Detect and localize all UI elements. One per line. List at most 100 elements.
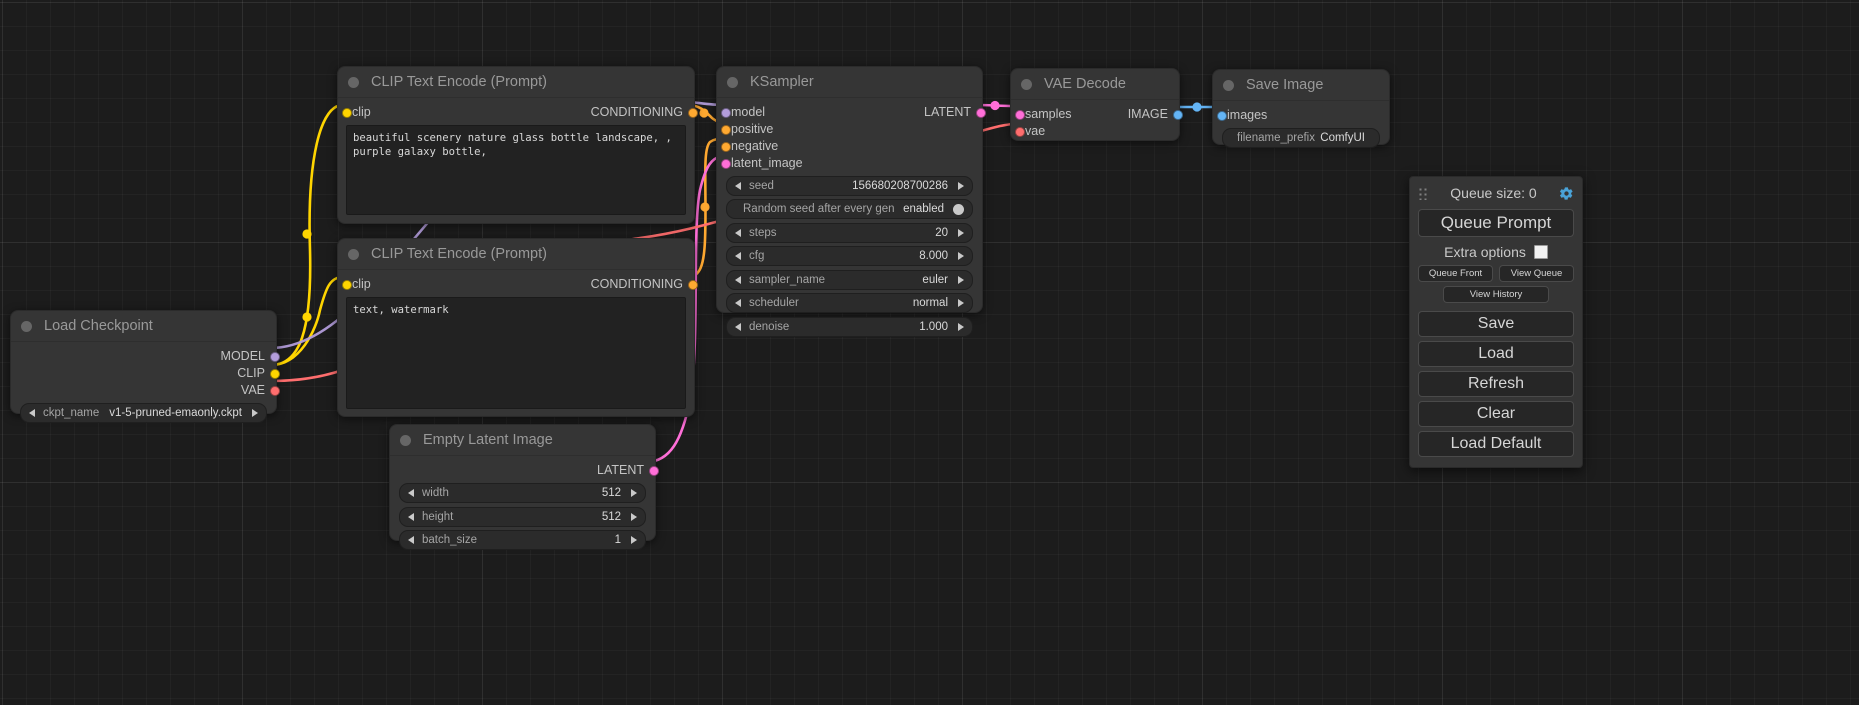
slot-samples-input[interactable]: samples IMAGE xyxy=(1011,106,1183,123)
decrement-arrow-icon[interactable] xyxy=(408,536,414,544)
port-samples-input[interactable] xyxy=(1015,110,1025,120)
load-button[interactable]: Load xyxy=(1418,341,1574,367)
widget-batch-size[interactable]: batch_size 1 xyxy=(399,530,646,550)
increment-arrow-icon[interactable] xyxy=(958,275,964,284)
refresh-button[interactable]: Refresh xyxy=(1418,371,1574,397)
save-button[interactable]: Save xyxy=(1418,311,1574,337)
port-clip-input[interactable] xyxy=(342,280,352,290)
view-history-button[interactable]: View History xyxy=(1443,286,1549,303)
slot-latent-output[interactable]: LATENT xyxy=(390,462,659,479)
port-latent-output[interactable] xyxy=(649,466,659,476)
slot-clip-output[interactable]: CLIP xyxy=(11,365,280,382)
widget-denoise[interactable]: denoise 1.000 xyxy=(726,316,973,337)
extra-options-row[interactable]: Extra options xyxy=(1418,244,1574,260)
node-title-bar[interactable]: Save Image xyxy=(1213,70,1389,101)
collapse-dot-icon[interactable] xyxy=(727,76,738,88)
widget-seed[interactable]: seed 156680208700286 xyxy=(726,175,973,196)
increment-arrow-icon[interactable] xyxy=(958,252,964,260)
port-image-output[interactable] xyxy=(1173,110,1183,120)
collapse-dot-icon[interactable] xyxy=(1223,79,1234,91)
decrement-arrow-icon[interactable] xyxy=(735,228,741,237)
menu-header[interactable]: Queue size: 0 xyxy=(1418,183,1574,203)
slot-clip-input[interactable]: clip CONDITIONING xyxy=(338,276,698,293)
queue-front-button[interactable]: Queue Front xyxy=(1418,265,1493,282)
port-negative-input[interactable] xyxy=(721,142,731,152)
port-conditioning-output[interactable] xyxy=(688,280,698,290)
decrement-arrow-icon[interactable] xyxy=(735,299,741,307)
widget-random-seed-toggle[interactable]: Random seed after every gen enabled xyxy=(726,199,973,219)
collapse-dot-icon[interactable] xyxy=(348,76,359,88)
widget-cfg[interactable]: cfg 8.000 xyxy=(726,246,973,266)
increment-arrow-icon[interactable] xyxy=(958,299,964,307)
port-positive-input[interactable] xyxy=(721,125,731,135)
clear-button[interactable]: Clear xyxy=(1418,401,1574,427)
widget-sampler-name[interactable]: sampler_name euler xyxy=(726,269,973,290)
node-load-checkpoint[interactable]: Load Checkpoint MODEL CLIP VAE ckpt_name… xyxy=(10,310,280,423)
slot-clip-input[interactable]: clip CONDITIONING xyxy=(338,104,698,121)
decrement-arrow-icon[interactable] xyxy=(408,512,414,521)
toggle-knob-icon[interactable] xyxy=(953,203,964,215)
port-model-output[interactable] xyxy=(270,352,280,362)
widget-steps[interactable]: steps 20 xyxy=(726,222,973,243)
queue-prompt-button[interactable]: Queue Prompt xyxy=(1418,209,1574,237)
node-save-image[interactable]: Save Image images filename_prefix ComfyU… xyxy=(1212,69,1390,148)
port-clip-input[interactable] xyxy=(342,108,352,118)
collapse-dot-icon[interactable] xyxy=(400,434,411,446)
node-title-bar[interactable]: VAE Decode xyxy=(1011,69,1179,100)
gear-icon[interactable] xyxy=(1559,186,1574,201)
node-title-bar[interactable]: CLIP Text Encode (Prompt) xyxy=(338,239,694,270)
decrement-arrow-icon[interactable] xyxy=(408,489,414,497)
node-ksampler[interactable]: KSampler model LATENT positive negative … xyxy=(716,66,986,337)
slot-positive-input[interactable]: positive xyxy=(717,121,982,138)
load-default-button[interactable]: Load Default xyxy=(1418,431,1574,457)
collapse-dot-icon[interactable] xyxy=(1021,78,1032,90)
prompt-textarea-negative[interactable]: text, watermark xyxy=(346,297,686,409)
drag-handle-icon[interactable] xyxy=(1418,186,1428,200)
node-title-bar[interactable]: KSampler xyxy=(717,67,982,98)
collapse-dot-icon[interactable] xyxy=(348,248,359,260)
port-vae-output[interactable] xyxy=(270,386,280,396)
slot-images-input[interactable]: images xyxy=(1213,107,1389,124)
increment-arrow-icon[interactable] xyxy=(958,228,964,237)
port-conditioning-output[interactable] xyxy=(688,108,698,118)
decrement-arrow-icon[interactable] xyxy=(735,275,741,284)
collapse-dot-icon[interactable] xyxy=(21,320,32,332)
node-title-bar[interactable]: Empty Latent Image xyxy=(390,425,655,456)
node-clip-text-encode-positive[interactable]: CLIP Text Encode (Prompt) clip CONDITION… xyxy=(337,66,698,224)
decrement-arrow-icon[interactable] xyxy=(735,322,741,331)
port-latent-image-input[interactable] xyxy=(721,159,731,169)
slot-negative-input[interactable]: negative xyxy=(717,138,982,155)
port-images-input[interactable] xyxy=(1217,111,1227,121)
increment-arrow-icon[interactable] xyxy=(631,536,637,544)
node-vae-decode[interactable]: VAE Decode samples IMAGE vae xyxy=(1010,68,1183,141)
widget-width[interactable]: width 512 xyxy=(399,483,646,503)
slot-vae-input[interactable]: vae xyxy=(1011,123,1179,140)
port-latent-output[interactable] xyxy=(976,108,986,118)
increment-arrow-icon[interactable] xyxy=(252,409,258,417)
view-queue-button[interactable]: View Queue xyxy=(1499,265,1574,282)
widget-scheduler[interactable]: scheduler normal xyxy=(726,293,973,313)
node-clip-text-encode-negative[interactable]: CLIP Text Encode (Prompt) clip CONDITION… xyxy=(337,238,698,417)
increment-arrow-icon[interactable] xyxy=(631,512,637,521)
widget-height[interactable]: height 512 xyxy=(399,506,646,527)
increment-arrow-icon[interactable] xyxy=(958,322,964,331)
extra-options-checkbox[interactable] xyxy=(1533,245,1548,259)
slot-model-output[interactable]: MODEL xyxy=(11,348,280,365)
slot-model-input[interactable]: model LATENT xyxy=(717,104,986,121)
decrement-arrow-icon[interactable] xyxy=(735,181,741,190)
comfy-menu-panel[interactable]: Queue size: 0 Queue Prompt Extra options… xyxy=(1409,176,1583,468)
decrement-arrow-icon[interactable] xyxy=(735,252,741,260)
widget-filename-prefix[interactable]: filename_prefix ComfyUI xyxy=(1222,127,1380,148)
node-empty-latent-image[interactable]: Empty Latent Image LATENT width 512 heig… xyxy=(389,424,659,550)
node-title-bar[interactable]: CLIP Text Encode (Prompt) xyxy=(338,67,694,98)
increment-arrow-icon[interactable] xyxy=(631,489,637,497)
port-clip-output[interactable] xyxy=(270,369,280,379)
prompt-textarea-positive[interactable]: beautiful scenery nature glass bottle la… xyxy=(346,125,686,215)
decrement-arrow-icon[interactable] xyxy=(29,409,35,417)
port-model-input[interactable] xyxy=(721,108,731,118)
slot-latent-image-input[interactable]: latent_image xyxy=(717,155,982,172)
node-title-bar[interactable]: Load Checkpoint xyxy=(11,311,276,342)
port-vae-input[interactable] xyxy=(1015,127,1025,137)
increment-arrow-icon[interactable] xyxy=(958,181,964,190)
